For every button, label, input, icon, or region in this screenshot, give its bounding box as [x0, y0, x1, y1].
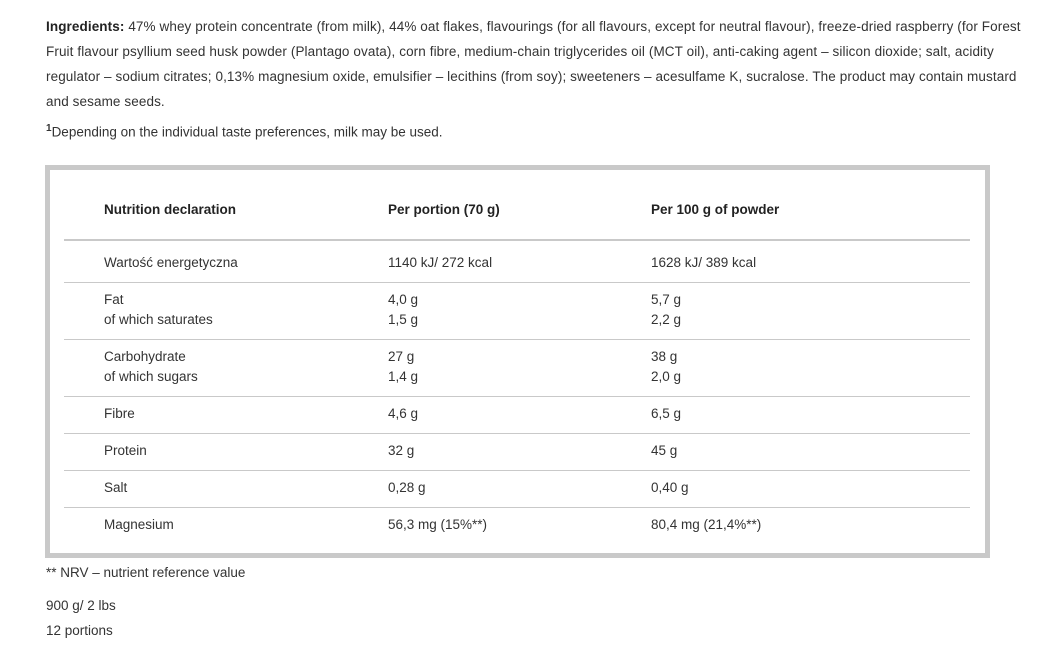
- nrv-note: ** NRV – nutrient reference value: [46, 565, 246, 580]
- row-per100-cell: 1628 kJ/ 389 kcal: [651, 253, 756, 273]
- cell-value: 4,6 g: [388, 406, 419, 421]
- row-per100-cell: 5,7 g 2,2 g: [651, 290, 681, 330]
- row-portion-cell: 32 g: [388, 441, 414, 461]
- ingredients-list: 47% whey protein concentrate (from milk)…: [46, 19, 1021, 109]
- cell-sub-value: of which saturates: [104, 312, 213, 327]
- row-divider: [64, 507, 970, 508]
- cell-value: 56,3 mg (15%**): [388, 517, 488, 532]
- cell-value: 6,5 g: [651, 406, 682, 421]
- footnote: 1Depending on the individual taste prefe…: [46, 123, 443, 140]
- cell-value: 27 g: [388, 349, 415, 364]
- package-weight: 900 g/ 2 lbs: [46, 598, 116, 613]
- portion-count: 12 portions: [46, 623, 113, 638]
- cell-value: Protein: [104, 443, 147, 458]
- cell-value: Magnesium: [104, 517, 174, 532]
- header-per-100g: Per 100 g of powder: [651, 202, 780, 217]
- cell-sub-value: 1,5 g: [388, 312, 419, 327]
- header-divider: [64, 239, 970, 241]
- cell-value: Fat: [104, 292, 124, 307]
- cell-value: 4,0 g: [388, 292, 419, 307]
- cell-value: Salt: [104, 480, 128, 495]
- row-divider: [64, 282, 970, 283]
- cell-value: 5,7 g: [651, 292, 682, 307]
- cell-value: Fibre: [104, 406, 135, 421]
- row-divider: [64, 433, 970, 434]
- cell-value: 1140 kJ/ 272 kcal: [388, 255, 493, 270]
- header-nutrition: Nutrition declaration: [104, 202, 237, 217]
- cell-sub-value: 2,2 g: [651, 312, 682, 327]
- cell-value: 1628 kJ/ 389 kcal: [651, 255, 757, 270]
- ingredients-text: Ingredients: 47% whey protein concentrat…: [46, 14, 1026, 114]
- cell-sub-value: of which sugars: [104, 369, 198, 384]
- footnote-mark: 1: [46, 123, 52, 134]
- row-per100-cell: 38 g 2,0 g: [651, 347, 681, 387]
- row-per100-cell: 45 g: [651, 441, 677, 461]
- nutrition-table: Nutrition declaration Per portion (70 g)…: [45, 165, 990, 558]
- cell-value: Carbohydrate: [104, 349, 186, 364]
- row-name-cell: Wartość energetyczna: [104, 253, 238, 273]
- row-name-cell: Salt: [104, 478, 127, 498]
- row-per100-cell: 0,40 g: [651, 478, 689, 498]
- row-name-cell: Magnesium: [104, 515, 174, 535]
- row-per100-cell: 6,5 g: [651, 404, 681, 424]
- row-portion-cell: 4,0 g 1,5 g: [388, 290, 418, 330]
- cell-sub-value: 2,0 g: [651, 369, 682, 384]
- cell-value: 0,40 g: [651, 480, 689, 495]
- row-portion-cell: 1140 kJ/ 272 kcal: [388, 253, 492, 273]
- row-divider: [64, 396, 970, 397]
- row-per100-cell: 80,4 mg (21,4%**): [651, 515, 761, 535]
- row-portion-cell: 4,6 g: [388, 404, 418, 424]
- row-portion-cell: 0,28 g: [388, 478, 426, 498]
- ingredients-label: Ingredients:: [46, 19, 125, 34]
- row-name-cell: Fat of which saturates: [104, 290, 213, 330]
- cell-value: 80,4 mg (21,4%**): [651, 517, 762, 532]
- cell-value: Wartość energetyczna: [104, 255, 238, 270]
- row-divider: [64, 339, 970, 340]
- cell-value: 38 g: [651, 349, 678, 364]
- row-divider: [64, 470, 970, 471]
- row-name-cell: Carbohydrate of which sugars: [104, 347, 198, 387]
- header-per-portion: Per portion (70 g): [388, 202, 500, 217]
- cell-value: 45 g: [651, 443, 678, 458]
- row-portion-cell: 27 g 1,4 g: [388, 347, 418, 387]
- cell-value: 32 g: [388, 443, 415, 458]
- cell-sub-value: 1,4 g: [388, 369, 419, 384]
- row-name-cell: Fibre: [104, 404, 135, 424]
- cell-value: 0,28 g: [388, 480, 426, 495]
- row-portion-cell: 56,3 mg (15%**): [388, 515, 487, 535]
- row-name-cell: Protein: [104, 441, 147, 461]
- footnote-text: Depending on the individual taste prefer…: [51, 124, 443, 140]
